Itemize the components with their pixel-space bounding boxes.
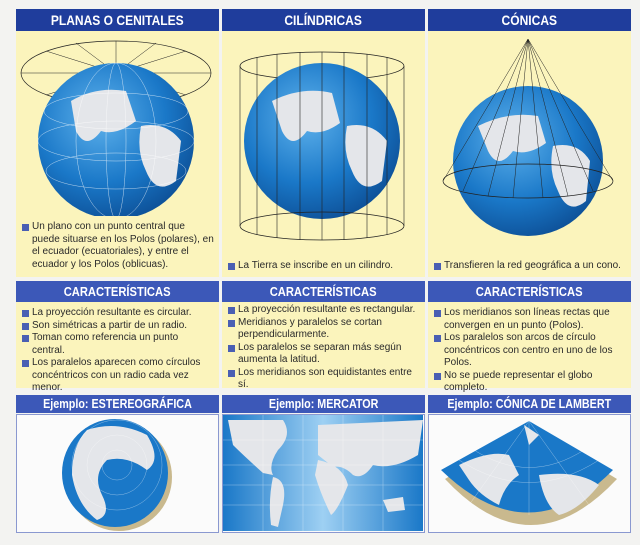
characteristics-list: La proyección resultante es rectangular.… bbox=[228, 304, 419, 392]
list-item: Los meridianos son equidistantes entre s… bbox=[228, 367, 419, 392]
characteristics-title: CARACTERÍSTICAS bbox=[222, 281, 425, 302]
list-item: Toman como referencia un punto central. bbox=[22, 332, 213, 357]
description-panel: La Tierra se inscribe en un cilindro. bbox=[222, 31, 425, 277]
characteristics-list: La proyección resultante es circular. So… bbox=[22, 307, 213, 395]
characteristics-panel: La proyección resultante es circular. So… bbox=[16, 302, 219, 393]
list-item: No se puede representar el globo complet… bbox=[434, 370, 625, 395]
column-title: CILÍNDRICAS bbox=[222, 9, 425, 31]
list-item: Los paralelos son arcos de círculo concé… bbox=[434, 332, 625, 370]
example-map-lambert-conic bbox=[428, 414, 631, 533]
characteristics-panel: La proyección resultante es rectangular.… bbox=[222, 302, 425, 390]
example-map-stereographic bbox=[16, 414, 219, 533]
list-item: Los meridianos son líneas rectas que con… bbox=[434, 307, 625, 332]
characteristics-title: CARACTERÍSTICAS bbox=[16, 281, 219, 302]
description-panel: Un plano con un punto central que puede … bbox=[16, 31, 219, 277]
description: Transfieren la red geográfica a un cono. bbox=[434, 260, 627, 273]
description: La Tierra se inscribe en un cilindro. bbox=[228, 260, 421, 273]
description-panel: Transfieren la red geográfica a un cono. bbox=[428, 31, 631, 277]
characteristics-panel: Los meridianos son líneas rectas que con… bbox=[428, 302, 631, 393]
column-title: CÓNICAS bbox=[428, 9, 631, 31]
example-title: Ejemplo: CÓNICA DE LAMBERT bbox=[428, 395, 631, 413]
characteristics-list: Los meridianos son líneas rectas que con… bbox=[434, 307, 625, 395]
column-title: PLANAS O CENITALES bbox=[16, 9, 219, 31]
list-item: Meridianos y paralelos se cortan perpend… bbox=[228, 317, 419, 342]
list-item: La proyección resultante es circular. bbox=[22, 307, 213, 320]
list-item: Los paralelos se separan más según aumen… bbox=[228, 342, 419, 367]
characteristics-title: CARACTERÍSTICAS bbox=[428, 281, 631, 302]
example-title: Ejemplo: ESTEREOGRÁFICA bbox=[16, 395, 219, 413]
example-title: Ejemplo: MERCATOR bbox=[222, 395, 425, 413]
list-item: Los paralelos aparecen como círculos con… bbox=[22, 357, 213, 395]
azimuthal-projection-globe-illustration bbox=[20, 40, 212, 216]
example-map-mercator bbox=[222, 414, 425, 533]
list-item: La proyección resultante es rectangular. bbox=[228, 304, 419, 317]
conic-projection-globe-illustration bbox=[442, 38, 614, 236]
cylindrical-projection-globe-illustration bbox=[239, 51, 405, 241]
list-item: Son simétricas a partir de un radio. bbox=[22, 320, 213, 333]
description: Un plano con un punto central que puede … bbox=[22, 221, 215, 271]
